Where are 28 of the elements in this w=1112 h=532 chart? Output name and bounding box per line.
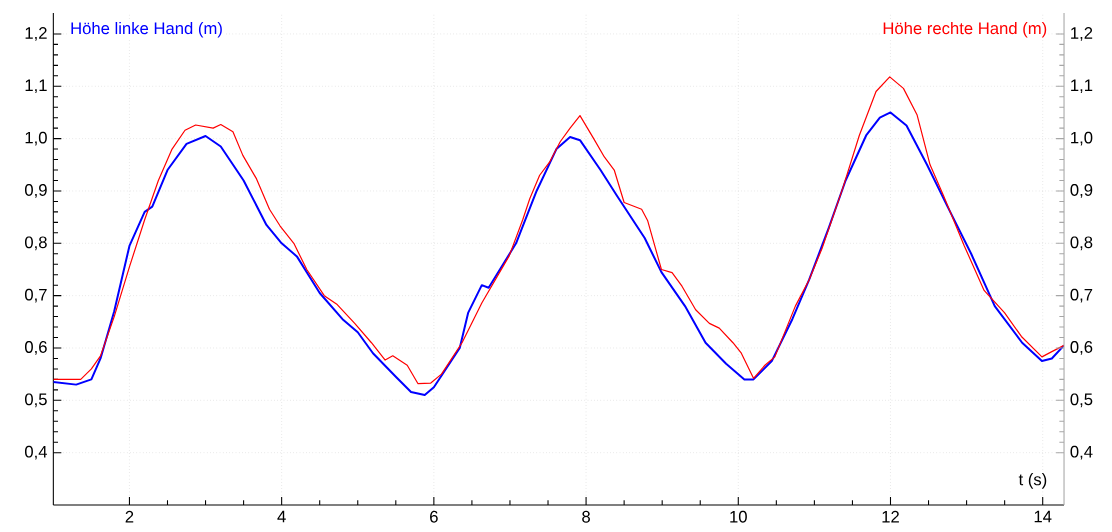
y2-tick-label: 1,0 [1071,131,1093,146]
y2-tick-label: 0,6 [1070,341,1093,355]
x-tick-label: 6 [430,510,438,523]
x-axis-title: t (s) [1018,473,1047,489]
y-tick-label: 1,1 [25,79,47,94]
x-tick-label: 12 [882,510,899,523]
text: Höhe rechte Hand (m) [883,21,1047,38]
y2-tick-label: 1,1 [1071,79,1093,94]
y-tick-label: 0,5 [24,393,47,408]
y-tick-label: 0,8 [24,236,47,251]
y-tick-label: 1,2 [25,27,47,41]
x-tick-label: 8 [582,510,590,523]
y2-tick-label: 0,5 [1070,393,1093,408]
y2-tick-label: 0,9 [1070,184,1093,198]
y-tick-label: 0,6 [24,341,47,355]
y-tick-label: 0,9 [24,184,47,198]
y2-tick-label: 0,7 [1070,288,1093,303]
x-tick-label: 2 [125,510,134,523]
y2-tick-label: 1,2 [1071,27,1093,41]
y-tick-label: 0,4 [24,445,48,460]
text: Höhe linke Hand (m) [71,21,222,38]
x-tick-label: 10 [730,510,747,523]
y2-tick-label: 0,4 [1070,445,1093,460]
y-tick-label: 1,0 [25,131,47,146]
y2-tick-label: 0,8 [1070,236,1093,251]
x-tick-label: 14 [1034,510,1052,523]
x-tick-label: 4 [277,510,286,523]
y-tick-label: 0,7 [24,288,47,303]
